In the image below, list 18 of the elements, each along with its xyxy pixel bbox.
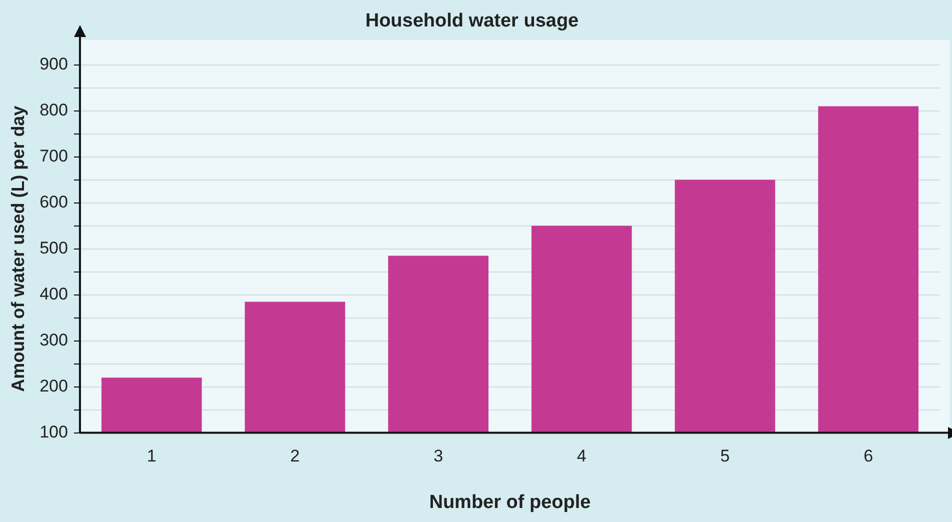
- y-tick-label: 400: [40, 284, 68, 304]
- x-tick-label: 6: [864, 446, 874, 466]
- x-tick-label: 2: [290, 446, 300, 466]
- y-tick-label: 100: [40, 422, 68, 442]
- y-tick-label: 500: [40, 238, 68, 258]
- y-tick-label: 900: [40, 54, 68, 74]
- y-tick-label: 300: [40, 330, 68, 350]
- x-tick-label: 5: [720, 446, 730, 466]
- y-axis-title: Amount of water used (L) per day: [8, 106, 28, 392]
- chart-title: Household water usage: [365, 10, 579, 32]
- x-tick-label: 3: [434, 446, 444, 466]
- y-tick-label: 200: [40, 376, 68, 396]
- x-axis-title: Number of people: [429, 492, 591, 513]
- y-tick-label: 600: [40, 192, 68, 212]
- x-tick-label: 4: [576, 446, 586, 466]
- x-tick-label: 1: [146, 446, 156, 466]
- y-tick-label: 800: [40, 100, 68, 120]
- y-tick-label: 700: [40, 146, 68, 166]
